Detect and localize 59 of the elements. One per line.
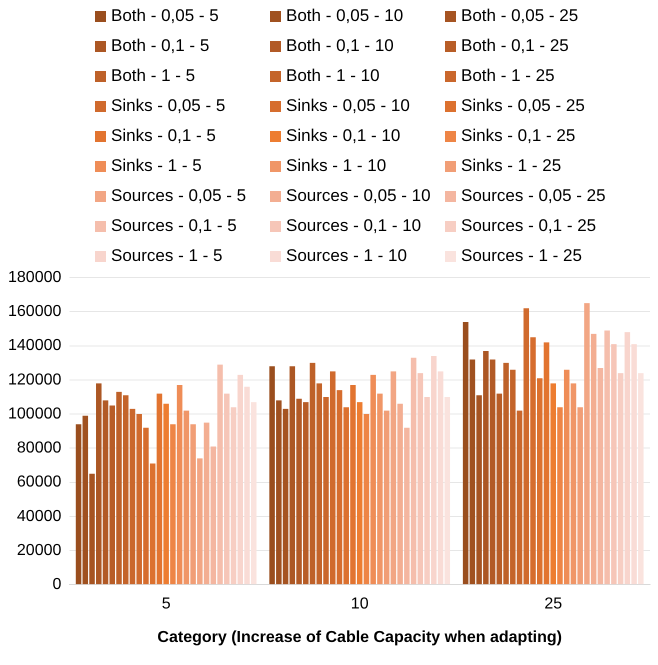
legend-label: Both - 0,05 - 5: [111, 6, 219, 26]
bar: [590, 334, 596, 584]
legend-label: Sinks - 0,05 - 10: [286, 96, 410, 116]
legend-label: Sinks - 1 - 5: [111, 156, 202, 176]
bar: [370, 374, 376, 584]
legend-label: Sinks - 1 - 10: [286, 156, 386, 176]
legend-label: Both - 0,1 - 25: [461, 36, 569, 56]
bar: [570, 383, 576, 584]
x-tick-label: 25: [544, 596, 562, 613]
y-tick-label: 120000: [8, 371, 62, 388]
legend-label: Sinks - 0,05 - 25: [461, 96, 585, 116]
legend-label: Both - 0,1 - 5: [111, 36, 210, 56]
legend-label: Both - 0,1 - 10: [286, 36, 394, 56]
legend-label: Both - 1 - 25: [461, 66, 555, 86]
legend-label: Sources - 0,05 - 25: [461, 186, 606, 206]
bar: [204, 422, 210, 584]
legend-label: Sources - 1 - 10: [286, 246, 407, 266]
legend-label: Sources - 0,1 - 5: [111, 216, 237, 236]
bar: [377, 394, 383, 584]
bar: [557, 407, 563, 584]
bar: [564, 370, 570, 584]
bar: [584, 303, 590, 584]
bar: [190, 424, 196, 584]
y-tick-label: 60000: [16, 474, 62, 491]
legend-label: Both - 1 - 5: [111, 66, 196, 86]
legend-label: Sinks - 0,1 - 25: [461, 126, 576, 146]
y-tick-label: 160000: [8, 303, 62, 320]
legend-label: Sources - 0,05 - 5: [111, 186, 246, 206]
bar: [176, 385, 182, 584]
legend-label: Sinks - 1 - 25: [461, 156, 562, 176]
y-tick-label: 0: [52, 576, 62, 594]
bar: [397, 404, 403, 584]
x-tick-label: 5: [162, 596, 171, 613]
y-tick-label: 100000: [8, 405, 62, 422]
x-tick-label: 10: [350, 596, 369, 613]
legend-label: Sources - 0,05 - 10: [286, 186, 431, 206]
bar: [577, 407, 583, 584]
legend-label: Sinks - 0,1 - 5: [111, 126, 216, 146]
legend-label: Sources - 0,1 - 25: [461, 216, 596, 236]
legend-label: Sinks - 0,1 - 10: [286, 126, 400, 146]
bar: [184, 410, 190, 584]
legend-label: Sources - 1 - 25: [461, 246, 582, 266]
y-tick-label: 20000: [16, 542, 62, 559]
legend-label: Sinks - 0,05 - 5: [111, 96, 226, 116]
bar: [384, 410, 390, 584]
bar: [197, 458, 203, 584]
y-tick-label: 80000: [16, 440, 62, 457]
y-tick-label: 180000: [8, 269, 62, 286]
legend-label: Both - 1 - 10: [286, 66, 380, 86]
bar: [364, 414, 370, 584]
bar: [170, 424, 176, 584]
bar: [390, 371, 396, 584]
y-tick-label: 140000: [8, 337, 62, 354]
y-tick-label: 40000: [16, 508, 62, 525]
x-axis-title: Category (Increase of Cable Capacity when adapting): [157, 628, 562, 646]
legend-label: Both - 0,05 - 25: [461, 6, 578, 26]
legend-label: Sources - 0,1 - 10: [286, 216, 422, 236]
legend-label: Sources - 1 - 5: [111, 246, 222, 266]
legend-label: Both - 0,05 - 10: [286, 6, 404, 26]
